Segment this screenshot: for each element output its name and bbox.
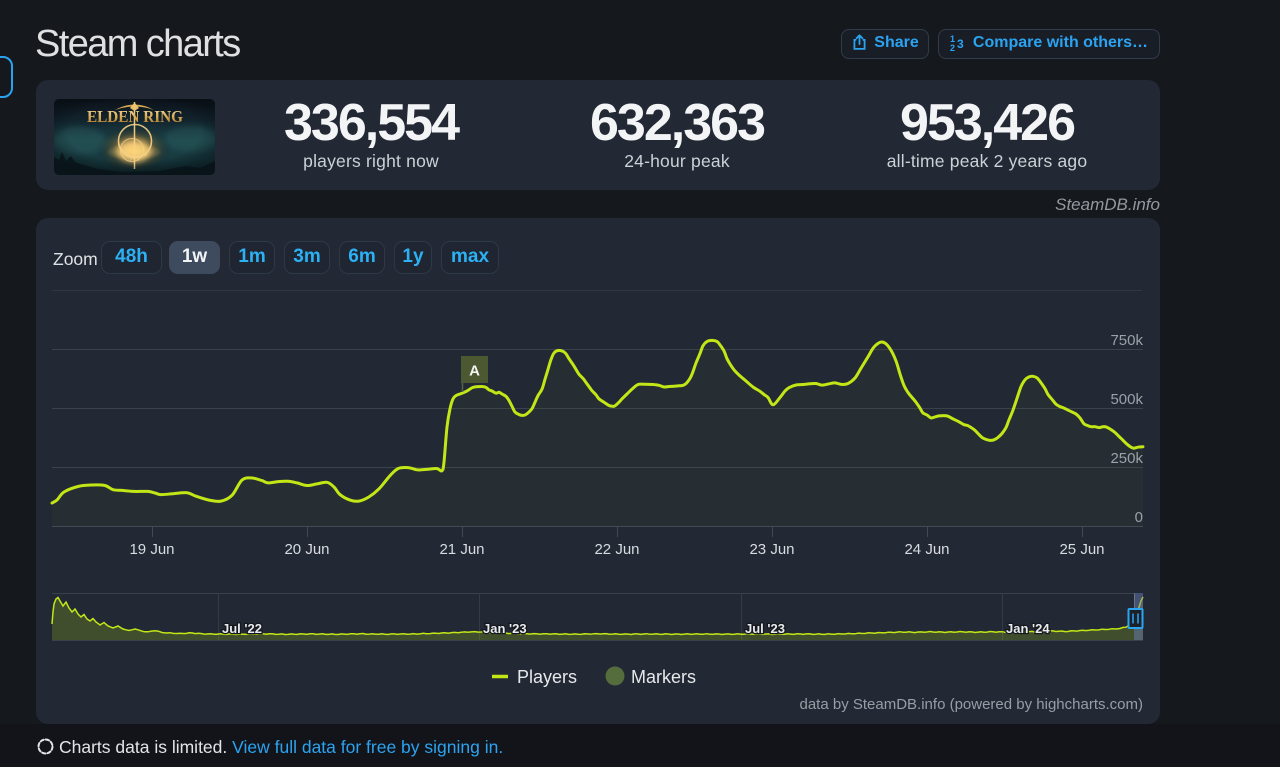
svg-text:21 Jun: 21 Jun — [439, 541, 484, 558]
svg-text:20 Jun: 20 Jun — [284, 541, 329, 558]
svg-text:750k: 750k — [1110, 332, 1143, 349]
svg-text:0: 0 — [1135, 509, 1143, 526]
svg-text:25 Jun: 25 Jun — [1059, 541, 1104, 558]
svg-text:23 Jun: 23 Jun — [749, 541, 794, 558]
svg-text:Jul '23: Jul '23 — [745, 621, 785, 636]
svg-text:1: 1 — [950, 35, 955, 44]
svg-text:Players: Players — [517, 667, 577, 687]
svg-text:Jul '22: Jul '22 — [222, 621, 262, 636]
svg-text:2: 2 — [950, 43, 955, 51]
svg-text:22 Jun: 22 Jun — [594, 541, 639, 558]
svg-text:19 Jun: 19 Jun — [129, 541, 174, 558]
svg-text:Jan '23: Jan '23 — [483, 621, 527, 636]
svg-text:data by SteamDB.info (powered: data by SteamDB.info (powered by highcha… — [800, 696, 1144, 713]
svg-text:500k: 500k — [1110, 391, 1143, 408]
svg-text:24 Jun: 24 Jun — [904, 541, 949, 558]
svg-text:ELDEN RING: ELDEN RING — [87, 107, 183, 126]
svg-text:Jan '24: Jan '24 — [1006, 621, 1050, 636]
svg-text:250k: 250k — [1110, 450, 1143, 467]
svg-text:Markers: Markers — [631, 667, 696, 687]
svg-text:A: A — [469, 363, 480, 380]
svg-text:3: 3 — [957, 37, 964, 51]
